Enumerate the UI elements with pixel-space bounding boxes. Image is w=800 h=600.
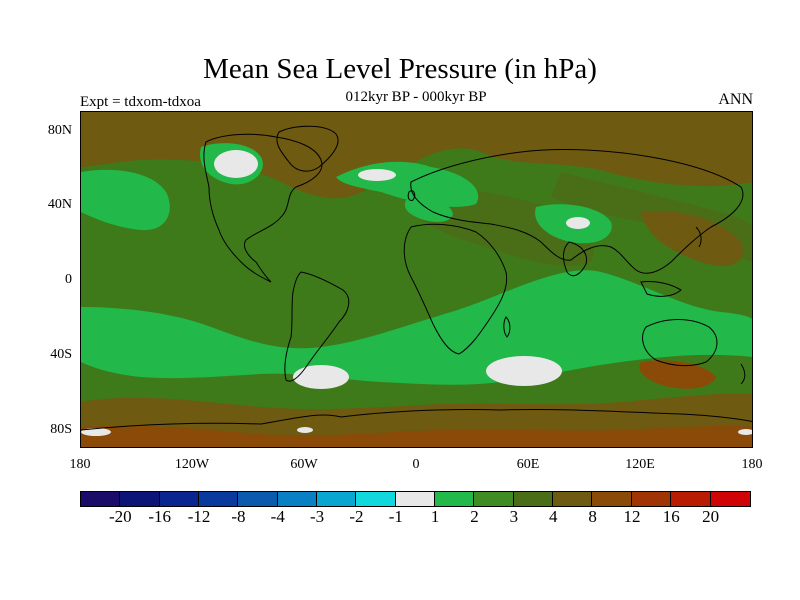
season-label: ANN bbox=[718, 91, 753, 108]
field-sindian-brown bbox=[639, 360, 716, 389]
white-patch-asia bbox=[566, 217, 590, 229]
white-patch-natlantic bbox=[358, 169, 396, 181]
coast-south-america bbox=[284, 271, 350, 382]
lat-tick-80s: 80S bbox=[50, 422, 72, 437]
colorbar-label: -16 bbox=[148, 507, 172, 526]
lon-tick-60e: 60E bbox=[516, 457, 540, 472]
lon-tick-180w: 180 bbox=[69, 457, 91, 472]
coast-eurasia bbox=[410, 149, 744, 274]
colorbar-label: -4 bbox=[270, 507, 285, 526]
colorbar-swatch bbox=[159, 492, 200, 506]
colorbar-label: 3 bbox=[509, 507, 519, 526]
colorbar-swatch bbox=[553, 492, 593, 506]
map-title: Mean Sea Level Pressure (in hPa) bbox=[203, 53, 597, 85]
pressure-field-map bbox=[81, 112, 752, 447]
coast-madagascar bbox=[503, 316, 511, 338]
colorbar-swatch bbox=[592, 492, 632, 506]
colorbar-label: 20 bbox=[702, 507, 720, 526]
coastlines bbox=[81, 125, 752, 431]
coast-north-america bbox=[203, 133, 323, 283]
white-patch-greenland bbox=[214, 150, 258, 178]
experiment-label: Expt = tdxom-tdxoa bbox=[80, 94, 201, 110]
coast-india bbox=[563, 241, 588, 277]
colorbar-label: -12 bbox=[187, 507, 211, 526]
map-panel bbox=[80, 111, 753, 448]
colorbar-swatch bbox=[631, 492, 672, 506]
lon-tick-0: 0 bbox=[412, 457, 420, 472]
map-subtitle: 012kyr BP - 000kyr BP bbox=[345, 89, 487, 105]
white-patch-antarctic-w bbox=[81, 428, 111, 436]
coast-australia bbox=[642, 319, 718, 367]
colorbar-swatch bbox=[395, 492, 436, 506]
white-patch-sindian bbox=[486, 356, 562, 386]
field-tropical-green bbox=[100, 320, 274, 372]
colorbar-label: 12 bbox=[623, 507, 641, 526]
lon-tick-180e: 180 bbox=[741, 457, 763, 472]
colorbar-swatch bbox=[277, 492, 318, 506]
white-patch-antarctic-c bbox=[297, 427, 313, 433]
coast-new-zealand bbox=[740, 363, 746, 385]
lat-tick-40n: 40N bbox=[47, 197, 72, 212]
colorbar-swatch bbox=[435, 492, 475, 506]
colorbar-swatch bbox=[317, 492, 357, 506]
lon-tick-120e: 120E bbox=[625, 457, 655, 472]
white-patch-antarctic-e bbox=[738, 429, 752, 435]
coast-se-asia bbox=[640, 281, 682, 297]
lat-tick-40s: 40S bbox=[50, 347, 72, 362]
colorbar-label: -3 bbox=[310, 507, 325, 526]
colorbar-swatch bbox=[513, 492, 554, 506]
colorbar-label: 2 bbox=[470, 507, 479, 526]
coast-antarctica bbox=[81, 408, 752, 431]
field-north-band bbox=[81, 112, 752, 199]
coast-japan bbox=[695, 226, 702, 248]
coast-africa bbox=[403, 223, 508, 355]
colorbar-swatch bbox=[474, 492, 514, 506]
lon-tick-120w: 120W bbox=[174, 457, 210, 472]
colorbar-swatch bbox=[356, 492, 396, 506]
colorbar-swatch bbox=[710, 492, 750, 506]
field-antarctic-rust bbox=[81, 425, 752, 447]
colorbar-swatch bbox=[81, 492, 121, 506]
field-npacific-brown bbox=[641, 210, 743, 266]
colorbar-label: 1 bbox=[430, 507, 440, 526]
coast-greenland bbox=[276, 125, 339, 172]
field-npacific-green bbox=[81, 169, 170, 231]
colorbar bbox=[80, 491, 751, 507]
colorbar-label: -2 bbox=[349, 507, 364, 526]
coast-uk bbox=[407, 190, 416, 201]
lat-tick-80n: 80N bbox=[47, 123, 72, 138]
white-patch-satlantic bbox=[293, 365, 349, 389]
colorbar-label: -1 bbox=[388, 507, 403, 526]
colorbar-swatch bbox=[238, 492, 278, 506]
colorbar-label: 16 bbox=[662, 507, 680, 526]
colorbar-swatch bbox=[199, 492, 239, 506]
colorbar-label: 8 bbox=[588, 507, 597, 526]
colorbar-swatch bbox=[671, 492, 711, 506]
colorbar-label: 4 bbox=[548, 507, 558, 526]
colorbar-swatch bbox=[120, 492, 160, 506]
lat-tick-equator: 0 bbox=[65, 272, 72, 287]
colorbar-label: -20 bbox=[109, 507, 132, 526]
colorbar-label: -8 bbox=[231, 507, 246, 526]
lon-tick-60w: 60W bbox=[290, 457, 318, 472]
